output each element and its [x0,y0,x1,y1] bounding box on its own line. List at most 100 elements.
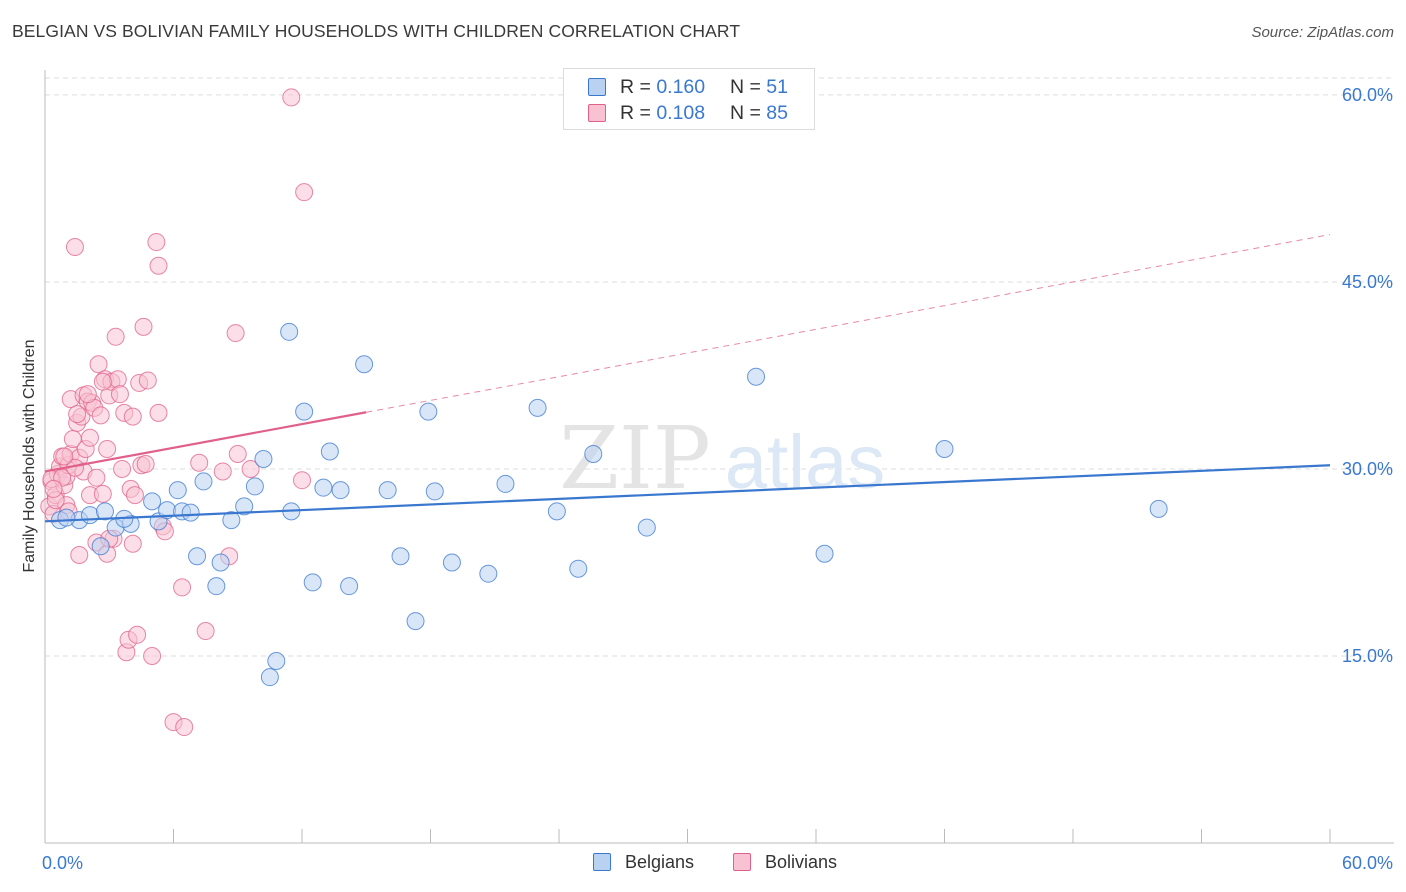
legend-n-value-bolivians: 85 [766,102,788,124]
chart-title: BELGIAN VS BOLIVIAN FAMILY HOUSEHOLDS WI… [12,21,741,41]
data-point-belgians [547,502,566,521]
trend-line-bolivians [44,411,367,473]
data-point-belgians [479,564,498,583]
gridlines [45,77,1394,657]
legend-r-label: R = [620,76,657,98]
legend-r-value-belgians: 0.160 [656,76,706,98]
data-point-belgians [815,544,834,563]
data-point-bolivians [123,407,142,426]
data-point-bolivians [228,445,247,464]
y-tick-label: 30.0% [1342,459,1393,479]
data-point-bolivians [149,403,168,422]
y-axis-label: Family Households with Children [21,339,38,573]
data-point-bolivians [138,371,157,390]
data-point-belgians [181,503,200,522]
data-point-bolivians [147,233,166,252]
legend-n-label: N = [729,76,767,98]
data-point-belgians [442,553,461,572]
data-point-bolivians [196,622,215,641]
legend-r-label: R = [620,102,657,124]
data-point-bolivians [87,468,106,487]
data-point-bolivians [78,385,97,404]
data-point-belgians [419,402,438,421]
data-point-belgians [245,477,264,496]
data-point-bolivians [226,324,245,343]
legend-swatch-bolivians [588,104,606,122]
data-point-belgians [569,559,588,578]
data-point-belgians [355,355,374,374]
data-point-bolivians [173,578,192,597]
data-point-bolivians [98,440,117,459]
data-point-belgians [425,482,444,501]
data-point-bolivians [93,372,112,391]
data-point-bolivians [282,88,301,107]
data-point-bolivians [110,385,129,404]
data-point-belgians [143,492,162,511]
y-tick-label: 45.0% [1342,272,1393,292]
data-point-bolivians [190,453,209,472]
trend-line-belgians [44,464,1331,523]
data-point-belgians [235,497,254,516]
data-point-belgians [207,577,226,596]
data-point-bolivians [123,534,142,553]
data-point-bolivians [213,462,232,481]
data-point-belgians [95,502,114,521]
data-point-belgians [1149,499,1168,518]
data-point-belgians [260,668,279,687]
data-point-belgians [57,508,76,527]
series-bolivians-points [40,88,314,737]
data-point-belgians [340,577,359,596]
y-tick-label: 15.0% [1342,646,1393,666]
data-point-belgians [80,506,99,525]
data-point-belgians [528,398,547,417]
data-point-bolivians [134,317,153,336]
data-point-belgians [747,367,766,386]
data-point-bolivians [65,238,84,257]
data-point-belgians [391,547,410,566]
data-point-belgians [314,478,333,497]
data-point-bolivians [293,471,311,490]
legend-swatch-belgians [588,78,606,96]
legend-r-value-bolivians: 0.108 [656,102,706,124]
legend-swatch-belgians [593,853,611,871]
data-point-bolivians [241,459,260,478]
data-point-bolivians [113,459,132,478]
data-point-belgians [168,481,187,500]
x-tick-label-min: 0.0% [42,853,83,873]
data-point-bolivians [128,625,147,644]
legend-label-bolivians: Bolivians [765,852,838,872]
source-credit: Source: ZipAtlas.com [1251,24,1394,41]
trend-lines [44,234,1331,523]
data-point-belgians [188,547,207,566]
data-point-belgians [331,481,350,500]
watermark: ZIP atlas [559,409,885,509]
data-point-bolivians [136,454,155,473]
data-point-belgians [320,442,339,461]
data-point-bolivians [91,406,110,425]
y-tick-label: 60.0% [1342,85,1393,105]
data-point-belgians [378,481,397,500]
axes [44,70,1394,844]
data-point-bolivians [89,355,108,374]
x-tick-label-max: 60.0% [1342,853,1393,873]
data-point-bolivians [108,370,127,389]
data-point-bolivians [106,327,125,346]
data-point-belgians [222,511,241,530]
data-point-bolivians [295,183,314,202]
data-point-belgians [406,612,425,631]
data-point-belgians [935,440,954,459]
data-point-bolivians [125,486,144,505]
data-point-belgians [637,518,656,537]
data-point-bolivians [68,405,87,424]
trend-extension-bolivians [366,234,1331,413]
data-point-belgians [91,537,110,556]
tick-labels: 15.0% 30.0% 45.0% 60.0% 0.0% 60.0% [42,85,1393,873]
data-point-bolivians [149,256,168,275]
data-point-bolivians [143,646,162,665]
watermark-atlas: atlas [725,420,886,505]
legend-label-belgians: Belgians [625,852,695,872]
legend-n-label: N = [729,102,767,124]
data-point-belgians [254,449,273,468]
data-point-belgians [496,474,515,493]
